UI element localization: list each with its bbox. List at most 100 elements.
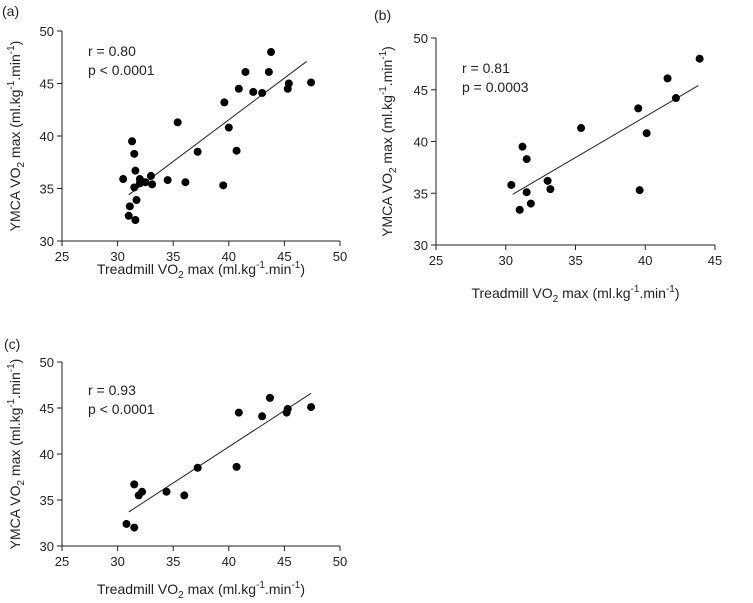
x-axis-label: Treadmill VO2 max (ml.kg-1.min-1) — [471, 284, 679, 305]
y-axis-label: YMCA VO2 max (ml.kg-1.min-1) — [6, 359, 27, 550]
data-point — [258, 412, 267, 421]
x-tick-label: 40 — [638, 253, 652, 268]
data-point — [307, 403, 316, 412]
data-point — [663, 74, 672, 83]
data-point — [265, 393, 274, 402]
panel-label: (a) — [2, 3, 19, 19]
data-point — [522, 188, 531, 197]
x-axis-label: Treadmill VO2 max (ml.kg-1.min-1) — [97, 580, 305, 601]
data-point — [264, 67, 273, 76]
x-tick-label: 30 — [110, 554, 124, 569]
data-point — [307, 78, 316, 87]
data-point — [141, 178, 150, 187]
data-point — [224, 123, 233, 132]
x-tick-label: 45 — [708, 253, 722, 268]
data-point — [130, 523, 139, 532]
data-point — [180, 491, 189, 500]
x-tick-label: 30 — [110, 249, 124, 264]
data-point — [635, 186, 644, 195]
data-point — [122, 519, 131, 528]
data-point — [128, 137, 137, 146]
x-tick-label: 40 — [222, 249, 236, 264]
stat-label: r = 0.81 — [462, 60, 510, 76]
y-tick-label: 30 — [414, 238, 428, 253]
data-point — [232, 462, 241, 471]
y-tick-label: 40 — [40, 447, 54, 462]
x-tick-label: 45 — [277, 249, 291, 264]
data-point — [131, 216, 140, 224]
y-tick-label: 35 — [40, 493, 54, 508]
panel-label: (b) — [374, 7, 391, 23]
y-tick-label: 50 — [414, 31, 428, 46]
data-point — [642, 129, 651, 138]
regression-line — [512, 85, 699, 195]
y-tick-label: 45 — [40, 401, 54, 416]
data-point — [219, 181, 228, 190]
panel-label: (c) — [4, 336, 20, 352]
data-point — [119, 175, 128, 184]
data-point — [515, 205, 524, 214]
y-axis-label: YMCA VO2 max (ml.kg-1.min-1) — [378, 46, 399, 237]
data-point — [163, 176, 172, 185]
data-point — [181, 178, 190, 187]
x-tick-label: 50 — [333, 249, 347, 264]
x-tick-label: 45 — [277, 554, 291, 569]
data-point — [234, 408, 243, 417]
data-point — [241, 67, 250, 76]
data-point — [543, 176, 552, 185]
regression-line — [128, 61, 307, 196]
data-point — [193, 463, 202, 472]
stat-label: p < 0.0001 — [88, 401, 155, 417]
x-tick-label: 40 — [222, 554, 236, 569]
regression-line — [128, 392, 312, 513]
y-tick-label: 35 — [40, 182, 54, 197]
y-tick-label: 30 — [40, 539, 54, 554]
data-point — [546, 185, 555, 194]
stat-label: p = 0.0003 — [462, 79, 529, 95]
data-point — [173, 118, 182, 127]
data-point — [125, 202, 134, 211]
data-point — [577, 124, 586, 133]
data-point — [220, 98, 229, 107]
data-point — [232, 146, 241, 155]
data-point — [130, 480, 139, 489]
x-tick-label: 35 — [166, 249, 180, 264]
data-point — [634, 104, 643, 113]
data-point — [522, 155, 531, 164]
x-axis-label: Treadmill VO2 max (ml.kg-1.min-1) — [97, 260, 305, 281]
data-point — [249, 87, 258, 96]
data-point — [148, 180, 157, 189]
stat-label: r = 0.80 — [88, 43, 136, 59]
data-point — [283, 404, 292, 413]
data-point — [671, 94, 680, 103]
y-tick-label: 30 — [40, 234, 54, 249]
x-tick-label: 25 — [55, 554, 69, 569]
data-point — [130, 183, 139, 192]
x-tick-label: 25 — [55, 249, 69, 264]
x-tick-label: 35 — [568, 253, 582, 268]
data-point — [234, 84, 243, 93]
y-tick-label: 45 — [40, 77, 54, 92]
data-point — [132, 196, 141, 205]
x-tick-label: 35 — [166, 554, 180, 569]
data-point — [267, 48, 276, 56]
data-point — [130, 149, 139, 158]
data-point — [526, 199, 535, 208]
y-tick-label: 50 — [40, 355, 54, 370]
data-point — [124, 211, 133, 220]
stat-label: p < 0.0001 — [88, 62, 155, 78]
data-point — [193, 147, 202, 156]
data-point — [138, 487, 147, 496]
data-point — [518, 142, 527, 151]
y-tick-label: 45 — [414, 83, 428, 98]
data-point — [258, 88, 267, 97]
data-point — [162, 487, 171, 496]
x-tick-label: 30 — [499, 253, 513, 268]
x-tick-label: 25 — [429, 253, 443, 268]
y-tick-label: 40 — [40, 129, 54, 144]
data-point — [146, 171, 155, 180]
data-point — [507, 180, 516, 189]
data-point — [131, 166, 140, 175]
data-point — [695, 54, 704, 63]
